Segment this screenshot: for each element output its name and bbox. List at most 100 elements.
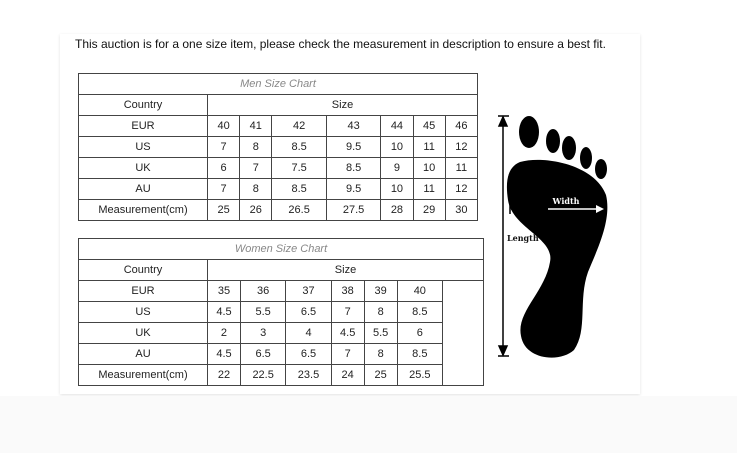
size-cell: 7 bbox=[330, 343, 365, 365]
size-cell: 10 bbox=[412, 157, 446, 179]
chart-title-row: Women Size Chart bbox=[78, 238, 484, 260]
size-cell: 30 bbox=[444, 199, 479, 221]
size-cell: 39 bbox=[363, 280, 398, 302]
row-label: Measurement(cm) bbox=[78, 199, 208, 221]
size-cell: 7 bbox=[330, 301, 365, 323]
men-size-chart: Men Size Chart Country Size EUR 40 41 42 43 44 45… bbox=[78, 73, 479, 221]
country-header: Country bbox=[78, 259, 208, 281]
size-cell: 40 bbox=[396, 280, 444, 302]
size-cell: 23.5 bbox=[285, 364, 332, 386]
size-cell: 8.5 bbox=[271, 136, 327, 158]
size-cell: 45 bbox=[412, 115, 446, 137]
size-cell: 9 bbox=[380, 157, 414, 179]
size-cell: 41 bbox=[239, 115, 273, 137]
size-cell: 5.5 bbox=[239, 301, 287, 323]
size-cell: 8 bbox=[239, 136, 273, 158]
size-header: Size bbox=[207, 94, 478, 116]
size-cell: 2 bbox=[207, 322, 241, 344]
size-cell: 8.5 bbox=[271, 178, 327, 200]
size-cell: 8 bbox=[363, 343, 398, 365]
table-row: Measurement(cm) 25 26 26.5 27.5 28 29 30 bbox=[78, 199, 479, 221]
size-cell: 28 bbox=[380, 199, 414, 221]
bottom-band bbox=[0, 396, 737, 453]
size-cell: 6.5 bbox=[285, 301, 332, 323]
size-cell: 8.5 bbox=[325, 157, 382, 179]
size-cell: 12 bbox=[444, 178, 479, 200]
size-cell: 6.5 bbox=[285, 343, 332, 365]
table-row: UK 2 3 4 4.5 5.5 6 bbox=[78, 322, 484, 344]
size-cell: 7.5 bbox=[271, 157, 327, 179]
size-cell: 4.5 bbox=[330, 322, 365, 344]
size-cell: 29 bbox=[412, 199, 446, 221]
size-cell: 4.5 bbox=[207, 301, 241, 323]
row-label: US bbox=[78, 301, 208, 323]
size-cell: 9.5 bbox=[325, 136, 382, 158]
size-cell: 11 bbox=[444, 157, 479, 179]
notice-text: This auction is for a one size item, ple… bbox=[75, 37, 606, 51]
size-cell: 22.5 bbox=[239, 364, 287, 386]
row-label: US bbox=[78, 136, 208, 158]
table-row: EUR 40 41 42 43 44 45 46 bbox=[78, 115, 479, 137]
size-cell: 40 bbox=[206, 115, 241, 137]
width-label: Width bbox=[552, 196, 580, 206]
foot-diagram: Width Length bbox=[497, 115, 608, 358]
chart-title: Women Size Chart bbox=[78, 238, 484, 260]
size-cell: 11 bbox=[412, 136, 446, 158]
size-cell: 11 bbox=[412, 178, 446, 200]
width-arrow bbox=[509, 204, 604, 214]
size-cell: 6 bbox=[396, 322, 444, 344]
table-row: EUR 35 36 37 38 39 40 bbox=[78, 280, 484, 386]
table-row: Measurement(cm) 22 22.5 23.5 24 25 25.5 bbox=[78, 364, 484, 386]
size-header: Size bbox=[207, 259, 484, 281]
women-size-chart: Women Size Chart Country Size EUR 35 36 37 38 39… bbox=[78, 238, 484, 386]
row-label: AU bbox=[78, 178, 208, 200]
size-cell: 6 bbox=[206, 157, 241, 179]
row-label: UK bbox=[78, 157, 208, 179]
row-label: Measurement(cm) bbox=[78, 364, 208, 386]
size-cell: 26.5 bbox=[271, 199, 327, 221]
size-cell: 22 bbox=[207, 364, 241, 386]
row-label: EUR bbox=[78, 280, 208, 302]
size-cell: 9.5 bbox=[325, 178, 382, 200]
table-row: AU 7 8 8.5 9.5 10 11 12 bbox=[78, 178, 479, 200]
size-cell: 37 bbox=[285, 280, 332, 302]
size-cell: 8 bbox=[239, 178, 273, 200]
size-cell: 24 bbox=[330, 364, 365, 386]
size-cell: 46 bbox=[444, 115, 479, 137]
size-cell: 42 bbox=[271, 115, 327, 137]
chart-title: Men Size Chart bbox=[78, 73, 478, 95]
table-row: AU 4.5 6.5 6.5 7 8 8.5 bbox=[78, 343, 484, 365]
size-cell: 38 bbox=[330, 280, 365, 302]
size-cell: 8.5 bbox=[396, 343, 444, 365]
size-cell: 7 bbox=[206, 136, 241, 158]
size-cell: 25 bbox=[363, 364, 398, 386]
row-label: UK bbox=[78, 322, 208, 344]
header-row: Country Size bbox=[78, 94, 478, 116]
size-cell: 3 bbox=[239, 322, 287, 344]
size-cell: 25 bbox=[206, 199, 241, 221]
size-cell: 43 bbox=[325, 115, 382, 137]
size-cell: 4 bbox=[285, 322, 332, 344]
table-row: UK 6 7 7.5 8.5 9 10 11 bbox=[78, 157, 479, 179]
size-cell: 25.5 bbox=[396, 364, 444, 386]
size-cell: 36 bbox=[239, 280, 287, 302]
chart-title-row: Men Size Chart bbox=[78, 73, 478, 95]
size-cell: 8.5 bbox=[396, 301, 444, 323]
size-cell: 10 bbox=[380, 178, 414, 200]
size-cell: 26 bbox=[239, 199, 273, 221]
size-cell: 12 bbox=[444, 136, 479, 158]
table-row: US 4.5 5.5 6.5 7 8 8.5 bbox=[78, 301, 484, 323]
size-cell: 7 bbox=[239, 157, 273, 179]
row-label: EUR bbox=[78, 115, 208, 137]
row-label: AU bbox=[78, 343, 208, 365]
size-cell: 35 bbox=[207, 280, 241, 302]
length-arrow bbox=[497, 115, 509, 357]
size-cell: 6.5 bbox=[239, 343, 287, 365]
size-cell: 44 bbox=[380, 115, 414, 137]
size-cell: 5.5 bbox=[363, 322, 398, 344]
size-cell: 7 bbox=[206, 178, 241, 200]
country-header: Country bbox=[78, 94, 208, 116]
length-label: Length bbox=[507, 233, 539, 243]
header-row: Country Size bbox=[78, 259, 484, 281]
empty-cell bbox=[442, 280, 484, 386]
